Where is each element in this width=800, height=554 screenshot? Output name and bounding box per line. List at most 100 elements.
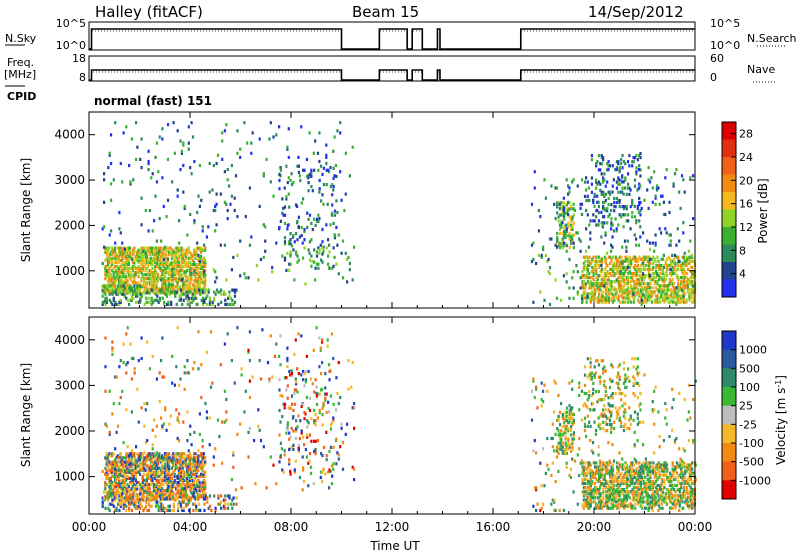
echo-cell	[660, 292, 663, 296]
echo-cell	[617, 265, 620, 269]
echo-cell	[195, 277, 198, 281]
echo-cell	[110, 284, 113, 288]
echo-cell	[159, 252, 162, 256]
echo-cell	[140, 269, 143, 273]
echo-cell	[147, 476, 150, 480]
echo-cell	[570, 239, 573, 244]
echo-cell	[562, 274, 565, 278]
echo-cell	[259, 257, 263, 262]
echo-cell	[195, 460, 198, 464]
echo-cell	[224, 506, 227, 510]
echo-cell	[589, 280, 592, 284]
echo-cell	[203, 508, 206, 512]
echo-cell	[581, 298, 584, 302]
echo-cell	[122, 480, 125, 485]
echo-cell	[310, 264, 313, 268]
echo-cell	[137, 300, 140, 304]
echo-cell	[122, 275, 125, 279]
echo-cell	[622, 207, 625, 211]
echo-cell	[627, 219, 630, 223]
echo-cell	[147, 264, 150, 269]
echo-cell	[133, 483, 136, 487]
echo-cell	[318, 408, 321, 413]
echo-cell	[313, 168, 316, 172]
echo-cell	[616, 257, 619, 261]
echo-cell	[567, 429, 570, 433]
echo-cell	[570, 433, 573, 437]
echo-cell	[278, 388, 281, 392]
echo-cell	[169, 246, 172, 250]
echo-cell	[313, 439, 316, 443]
echo-cell	[236, 326, 239, 330]
echo-cell	[162, 466, 165, 470]
echo-cell	[104, 466, 107, 470]
echo-cell	[104, 277, 107, 281]
echo-cell	[151, 172, 154, 176]
echo-cell	[179, 294, 182, 298]
echo-cell	[635, 154, 638, 158]
echo-cell	[166, 277, 169, 281]
echo-cell	[591, 265, 594, 269]
echo-cell	[163, 302, 166, 306]
echo-cell	[295, 250, 298, 254]
echo-cell	[119, 468, 122, 472]
echo-cell	[145, 478, 148, 483]
echo-cell	[347, 359, 350, 363]
echo-cell	[183, 474, 186, 478]
echo-cell	[614, 263, 617, 267]
echo-cell	[125, 464, 128, 468]
echo-cell	[193, 285, 196, 289]
echo-cell	[329, 166, 332, 170]
echo-cell	[571, 421, 574, 425]
echo-cell	[332, 264, 335, 268]
echo-cell	[122, 471, 125, 475]
echo-cell	[150, 454, 153, 458]
echo-cell	[607, 292, 610, 296]
echo-cell	[119, 473, 122, 478]
echo-cell	[139, 298, 142, 302]
echo-cell	[155, 180, 158, 184]
echo-cell	[122, 506, 125, 510]
echo-cell	[666, 267, 669, 271]
echo-cell	[162, 273, 165, 277]
echo-cell	[152, 279, 155, 283]
echo-cell	[543, 178, 546, 182]
echo-cell	[110, 161, 113, 166]
echo-cell	[168, 470, 171, 474]
echo-cell	[332, 356, 335, 361]
echo-cell	[194, 487, 197, 491]
echo-cell	[561, 231, 564, 235]
echo-cell	[155, 250, 158, 254]
echo-cell	[300, 404, 303, 408]
echo-cell	[653, 282, 656, 286]
echo-cell	[532, 241, 535, 245]
echo-cell	[285, 388, 288, 392]
echo-cell	[648, 290, 651, 294]
echo-cell	[642, 267, 645, 271]
echo-cell	[195, 504, 198, 508]
echo-cell	[305, 354, 308, 358]
echo-cell	[288, 369, 291, 374]
echo-cell	[126, 464, 129, 468]
echo-cell	[104, 472, 107, 476]
echo-cell	[197, 449, 200, 453]
echo-cell	[165, 456, 168, 460]
echo-cell	[119, 494, 122, 498]
echo-cell	[130, 449, 133, 453]
echo-cell	[215, 192, 218, 196]
echo-cell	[228, 290, 231, 294]
echo-cell	[172, 456, 175, 460]
echo-cell	[646, 188, 649, 192]
echo-cell	[302, 197, 305, 201]
echo-cell	[226, 217, 229, 221]
echo-cell	[198, 163, 201, 168]
echo-cell	[615, 227, 618, 231]
echo-cell	[162, 283, 165, 287]
echo-cell	[176, 418, 179, 422]
echo-cell	[620, 294, 623, 298]
echo-cell	[138, 468, 142, 472]
echo-cell	[165, 252, 168, 256]
echo-cell	[149, 498, 152, 502]
echo-cell	[127, 258, 130, 262]
echo-cell	[187, 262, 190, 267]
